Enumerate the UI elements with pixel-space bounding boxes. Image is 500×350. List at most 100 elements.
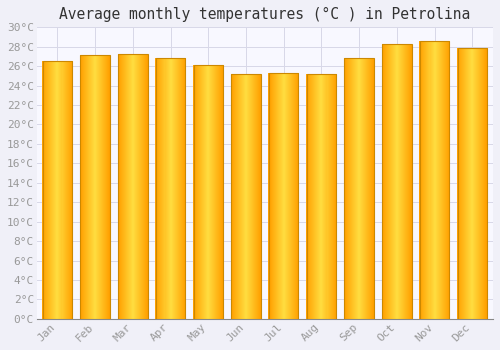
Bar [394, 44, 395, 319]
Bar [324, 74, 326, 319]
Bar [252, 74, 253, 319]
Bar [194, 65, 195, 319]
Bar [124, 54, 125, 319]
Bar [399, 44, 400, 319]
Bar [197, 65, 198, 319]
Bar [129, 54, 130, 319]
Bar [347, 58, 348, 319]
Bar [411, 44, 412, 319]
Bar [160, 58, 162, 319]
Bar [96, 55, 97, 319]
Bar [420, 41, 450, 319]
Bar [384, 44, 386, 319]
Bar [284, 73, 286, 319]
Bar [463, 48, 464, 319]
Bar [254, 74, 255, 319]
Bar [353, 58, 354, 319]
Bar [249, 74, 250, 319]
Bar [345, 58, 346, 319]
Bar [478, 48, 480, 319]
Bar [352, 58, 353, 319]
Bar [255, 74, 256, 319]
Bar [93, 55, 94, 319]
Bar [253, 74, 254, 319]
Bar [346, 58, 347, 319]
Bar [247, 74, 248, 319]
Bar [212, 65, 214, 319]
Bar [460, 48, 461, 319]
Bar [87, 55, 88, 319]
Bar [486, 48, 488, 319]
Bar [410, 44, 411, 319]
Bar [398, 44, 399, 319]
Bar [457, 48, 458, 319]
Bar [404, 44, 405, 319]
Bar [470, 48, 472, 319]
Bar [259, 74, 260, 319]
Bar [293, 73, 294, 319]
Bar [236, 74, 237, 319]
Bar [205, 65, 206, 319]
Bar [357, 58, 358, 319]
Bar [81, 55, 82, 319]
Bar [428, 41, 430, 319]
Bar [156, 58, 186, 319]
Bar [131, 54, 132, 319]
Bar [424, 41, 426, 319]
Bar [178, 58, 179, 319]
Bar [118, 54, 148, 319]
Bar [142, 54, 143, 319]
Bar [407, 44, 408, 319]
Bar [446, 41, 447, 319]
Bar [284, 73, 285, 319]
Bar [330, 74, 332, 319]
Bar [44, 61, 46, 319]
Bar [234, 74, 235, 319]
Bar [80, 55, 110, 319]
Bar [145, 54, 146, 319]
Bar [396, 44, 397, 319]
Bar [170, 58, 172, 319]
Bar [344, 58, 374, 319]
Bar [318, 74, 320, 319]
Bar [43, 61, 72, 319]
Bar [204, 65, 206, 319]
Bar [108, 55, 110, 319]
Bar [232, 74, 260, 319]
Bar [476, 48, 478, 319]
Bar [364, 58, 366, 319]
Bar [370, 58, 372, 319]
Bar [326, 74, 328, 319]
Bar [83, 55, 84, 319]
Bar [395, 44, 396, 319]
Bar [351, 58, 352, 319]
Bar [282, 73, 284, 319]
Bar [220, 65, 222, 319]
Bar [240, 74, 241, 319]
Bar [363, 58, 364, 319]
Bar [245, 74, 246, 319]
Bar [193, 65, 194, 319]
Bar [405, 44, 406, 319]
Bar [465, 48, 466, 319]
Bar [372, 58, 374, 319]
Bar [355, 58, 356, 319]
Bar [88, 55, 89, 319]
Bar [280, 73, 281, 319]
Bar [386, 44, 387, 319]
Bar [85, 55, 86, 319]
Bar [390, 44, 391, 319]
Bar [306, 74, 308, 319]
Bar [392, 44, 393, 319]
Bar [382, 44, 384, 319]
Bar [289, 73, 290, 319]
Bar [166, 58, 168, 319]
Bar [136, 54, 137, 319]
Bar [388, 44, 389, 319]
Bar [180, 58, 181, 319]
Bar [432, 41, 434, 319]
Bar [98, 55, 100, 319]
Bar [102, 55, 104, 319]
Bar [194, 65, 223, 319]
Bar [122, 54, 123, 319]
